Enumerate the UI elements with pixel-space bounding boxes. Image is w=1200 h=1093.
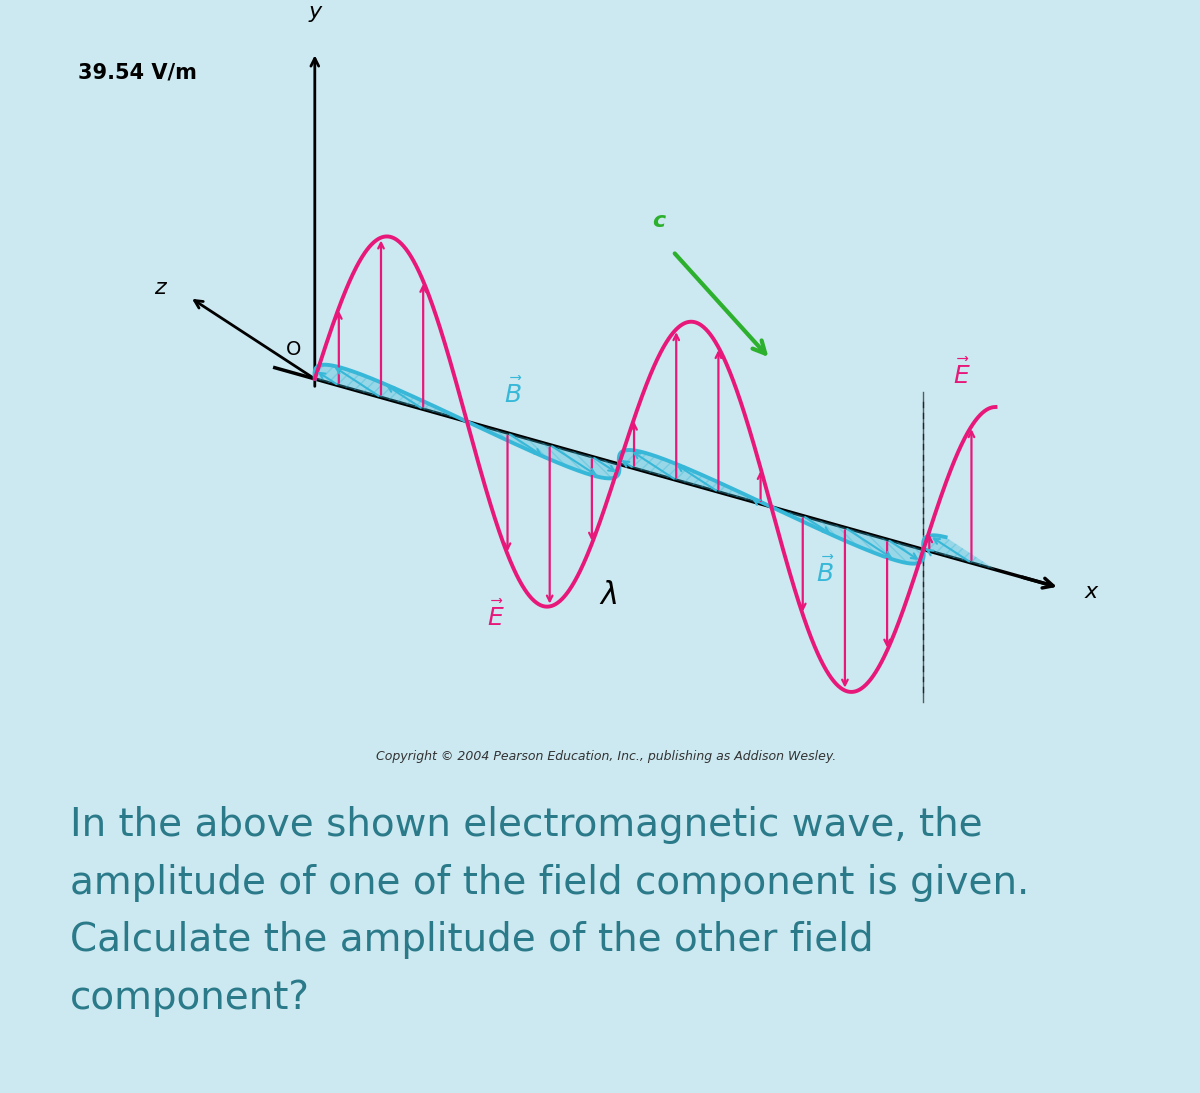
Text: Copyright © 2004 Pearson Education, Inc., publishing as Addison Wesley.: Copyright © 2004 Pearson Education, Inc.… — [376, 750, 836, 763]
Text: x: x — [1085, 583, 1098, 602]
Text: $\lambda$: $\lambda$ — [599, 581, 617, 610]
Text: c: c — [653, 211, 666, 231]
Text: z: z — [154, 278, 166, 297]
Text: y: y — [308, 2, 322, 22]
Text: $\vec{B}$: $\vec{B}$ — [816, 556, 834, 587]
Text: $\vec{E}$: $\vec{E}$ — [487, 601, 504, 631]
Text: In the above shown electromagnetic wave, the
amplitude of one of the field compo: In the above shown electromagnetic wave,… — [71, 807, 1030, 1016]
Polygon shape — [314, 365, 466, 421]
Text: 39.54 V/m: 39.54 V/m — [78, 63, 197, 83]
Text: $\vec{B}$: $\vec{B}$ — [504, 378, 523, 408]
Text: O: O — [286, 340, 301, 359]
Text: $\vec{E}$: $\vec{E}$ — [953, 360, 971, 389]
Polygon shape — [772, 507, 924, 564]
Polygon shape — [619, 450, 770, 507]
Polygon shape — [467, 422, 619, 479]
Polygon shape — [923, 536, 996, 569]
